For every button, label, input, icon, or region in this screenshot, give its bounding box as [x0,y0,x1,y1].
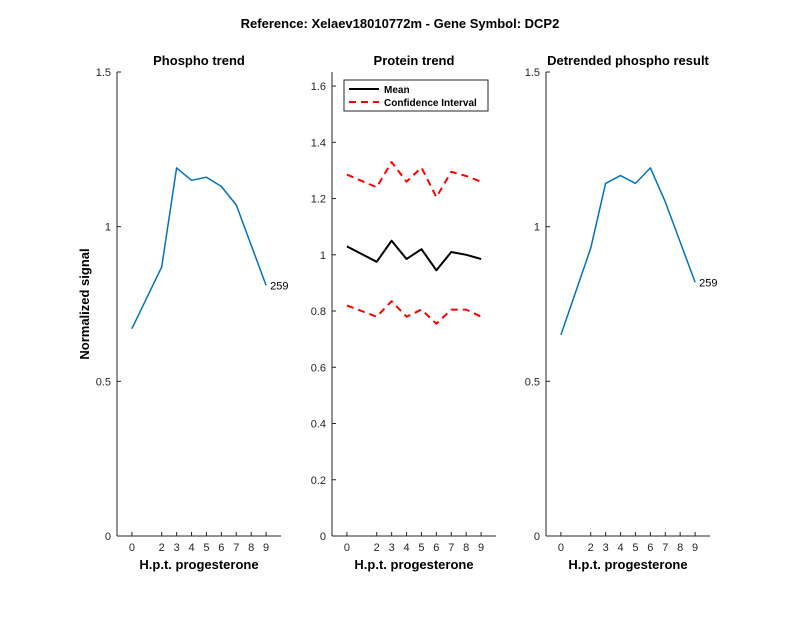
x-tick-label: 3 [389,542,395,554]
x-tick-label: 0 [558,542,564,554]
legend-box [343,79,489,112]
y-tick-label: 1 [320,250,326,262]
y-tick-label: 0 [534,531,540,543]
legend-entry: Mean [384,85,410,96]
x-tick-label: 3 [174,542,180,554]
y-tick-label: 0.6 [311,362,326,374]
x-tick-label: 9 [692,542,698,554]
series-line-3 [346,300,482,325]
x-tick-label: 4 [188,542,194,554]
subplot-title: Phospho trend [153,53,245,68]
x-tick-label: 8 [463,542,469,554]
series-line-1 [131,167,267,330]
y-tick-label: 0.5 [96,376,111,388]
figure-suptitle: Reference: Xelaev18010772m - Gene Symbol… [241,16,560,31]
y-tick-label: 1 [105,222,111,234]
x-tick-label: 5 [632,542,638,554]
x-axis-label: H.p.t. progesterone [568,557,687,572]
legend: Mean Confidence Interval [343,79,489,112]
y-axis-label: Normalized signal [77,248,92,359]
subplot-title: Detrended phospho result [547,53,709,68]
x-tick-label: 6 [647,542,653,554]
x-tick-label: 2 [159,542,165,554]
subplot-2: 0 0.2 0.4 0.6 0.8 1 1.2 1.4 1.6 0 2 3 4 5 6 7 8 9 Protein … [311,53,496,572]
x-tick-label: 9 [478,542,484,554]
series-line-1 [560,167,696,336]
y-tick-label: 1.4 [311,137,326,149]
y-tick-label: 0 [105,531,111,543]
y-tick-label: 1.6 [311,81,326,93]
subplot-1: 0 0.5 1 1.5 0 2 3 4 5 6 7 8 9 Phospho trend H.p.t. pro… [77,53,288,572]
y-tick-label: 0.5 [525,376,540,388]
x-tick-label: 4 [617,542,623,554]
x-tick-label: 6 [218,542,224,554]
series-end-label: 259 [270,280,288,292]
x-tick-label: 5 [203,542,209,554]
x-tick-label: 4 [403,542,409,554]
x-tick-label: 2 [588,542,594,554]
y-tick-label: 0.4 [311,419,326,431]
y-tick-label: 1.2 [311,194,326,206]
y-tick-label: 1 [534,222,540,234]
x-tick-label: 0 [129,542,135,554]
x-tick-label: 8 [248,542,254,554]
legend-entry: Confidence Interval [384,98,477,109]
subplot-title: Protein trend [374,53,455,68]
x-tick-label: 9 [263,542,269,554]
subplot-3: 0 0.5 1 1.5 0 2 3 4 5 6 7 8 9 Detrended phospho resul… [525,53,718,572]
y-tick-label: 0.8 [311,306,326,318]
series-end-label: 259 [699,277,717,289]
y-tick-label: 1.5 [525,67,540,79]
x-axis-label: H.p.t. progesterone [354,557,473,572]
y-tick-label: 0 [320,531,326,543]
x-tick-label: 5 [418,542,424,554]
x-tick-label: 7 [233,542,239,554]
x-tick-label: 8 [677,542,683,554]
series-line-1 [346,239,482,272]
x-tick-label: 7 [662,542,668,554]
x-tick-label: 6 [433,542,439,554]
y-tick-label: 1.5 [96,67,111,79]
x-axis-label: H.p.t. progesterone [139,557,258,572]
x-tick-label: 7 [448,542,454,554]
y-tick-label: 0.2 [311,475,326,487]
x-tick-label: 0 [344,542,350,554]
x-tick-label: 2 [374,542,380,554]
x-tick-label: 3 [603,542,609,554]
series-line-2 [346,161,482,199]
